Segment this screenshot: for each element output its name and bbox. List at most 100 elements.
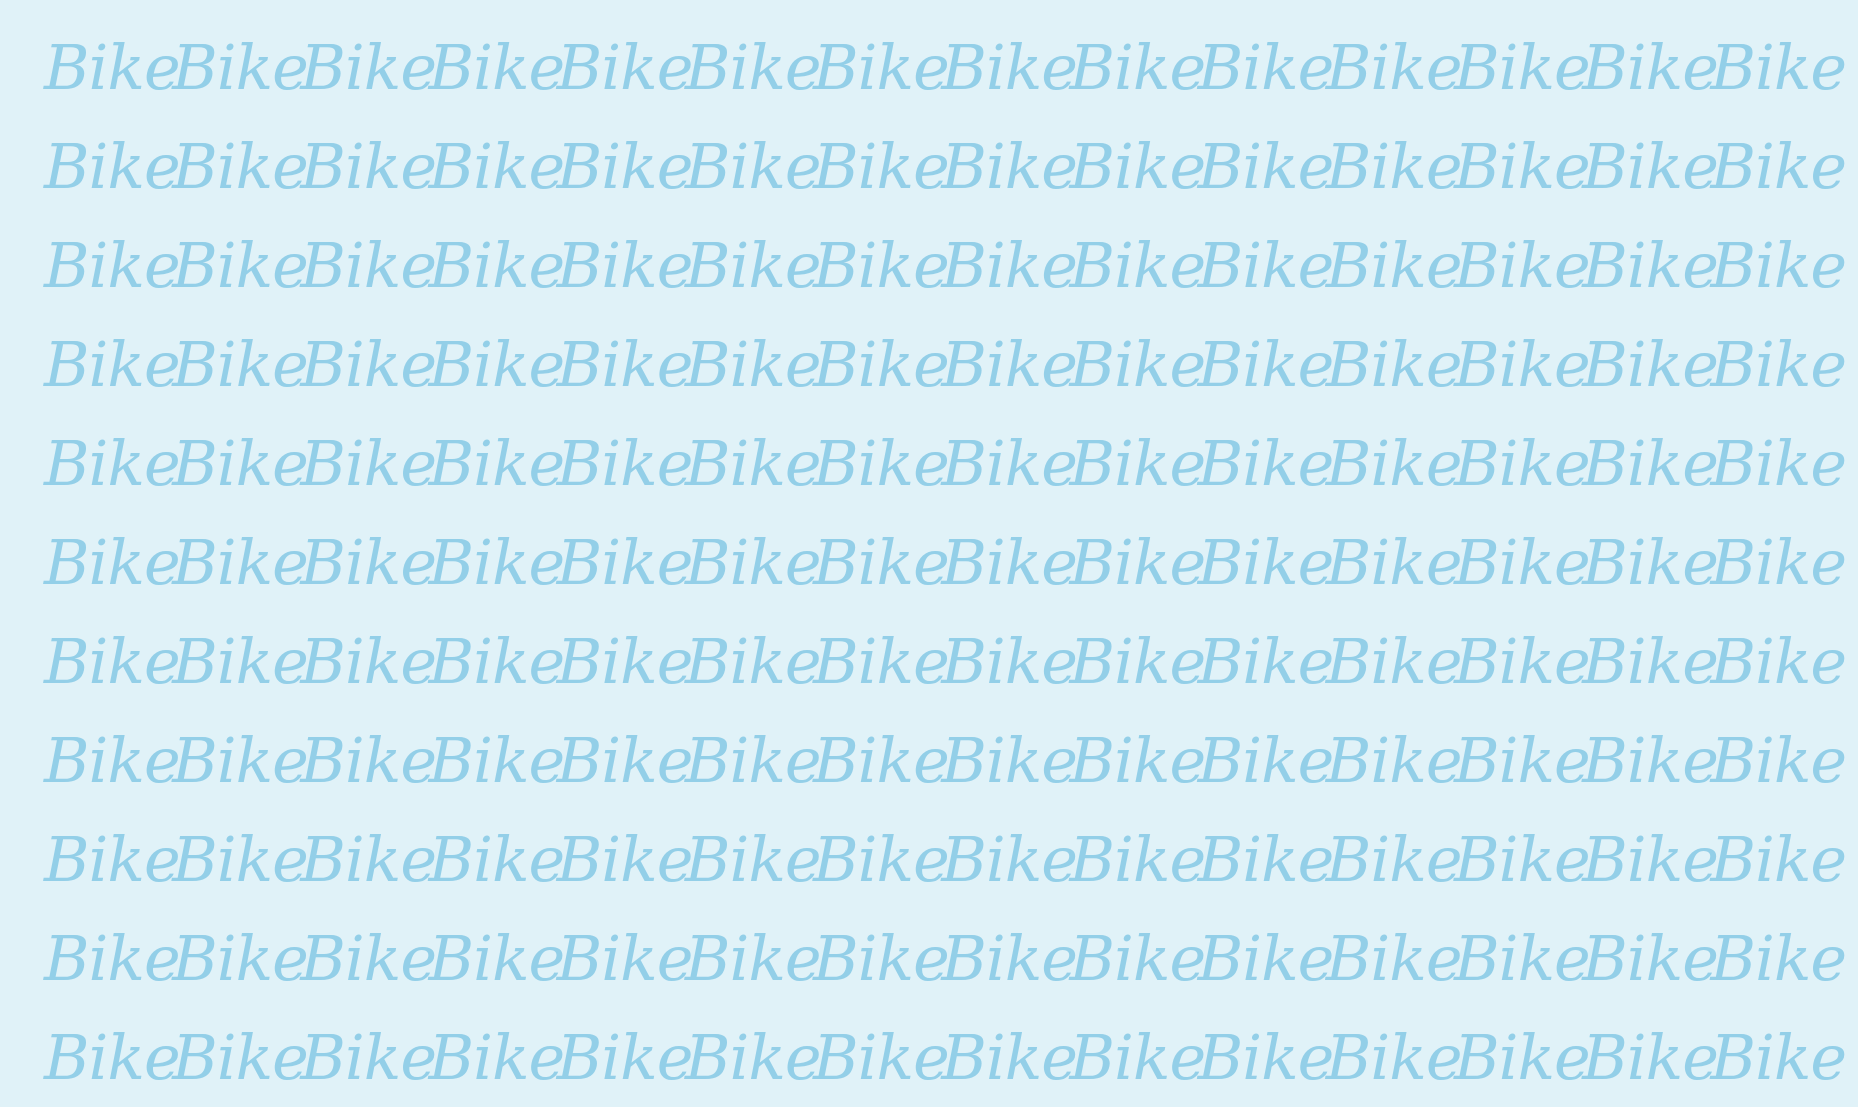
grid-word: Bike — [1325, 30, 1463, 104]
grid-word: Bike — [1582, 921, 1719, 995]
grid-word: Bike — [941, 525, 1078, 599]
grid-word: Bike — [1454, 1020, 1591, 1094]
grid-word: Bike — [1325, 624, 1463, 698]
grid-word: Bike — [1454, 228, 1591, 302]
grid-word: Bike — [44, 822, 181, 896]
grid-word: Bike — [684, 525, 822, 599]
grid-word: Bike — [1197, 129, 1335, 203]
grid-word: Bike — [1197, 525, 1335, 599]
grid-word: Bike — [1197, 228, 1335, 302]
grid-word: Bike — [428, 426, 566, 500]
grid-word: Bike — [428, 525, 566, 599]
grid-word: Bike — [1069, 624, 1207, 698]
grid-word: Bike — [1582, 327, 1719, 401]
grid-word: Bike — [300, 822, 437, 896]
grid-word: Bike — [684, 426, 822, 500]
grid-word: Bike — [556, 921, 694, 995]
grid-word: Bike — [813, 228, 950, 302]
grid-word: Bike — [1325, 327, 1463, 401]
grid-word: Bike — [556, 822, 694, 896]
grid-word: Bike — [172, 723, 309, 797]
grid-word: Bike — [813, 129, 950, 203]
grid-word: Bike — [1197, 1020, 1335, 1094]
grid-word: Bike — [1710, 30, 1847, 104]
grid-word: Bike — [1710, 921, 1847, 995]
grid-word: Bike — [1069, 129, 1207, 203]
grid-word: Bike — [428, 30, 566, 104]
grid-word: Bike — [813, 624, 950, 698]
grid-word: Bike — [941, 921, 1078, 995]
grid-word: Bike — [428, 921, 566, 995]
grid-word: Bike — [1197, 921, 1335, 995]
grid-word: Bike — [684, 1020, 822, 1094]
grid-word: Bike — [1454, 921, 1591, 995]
grid-word: Bike — [1582, 1020, 1719, 1094]
grid-word: Bike — [1582, 129, 1719, 203]
grid-word: Bike — [556, 228, 694, 302]
grid-word: Bike — [941, 624, 1078, 698]
grid-word: Bike — [172, 921, 309, 995]
word-grid: Bike Bike Bike Bike Bike Bike Bike Bike Bike Bike… — [44, 18, 1847, 1107]
grid-word: Bike — [300, 30, 437, 104]
grid-word: Bike — [428, 723, 566, 797]
grid-word: Bike — [1710, 1020, 1847, 1094]
grid-word: Bike — [172, 624, 309, 698]
grid-word: Bike — [1710, 624, 1847, 698]
grid-word: Bike — [428, 228, 566, 302]
grid-word: Bike — [813, 723, 950, 797]
grid-word: Bike — [44, 228, 181, 302]
grid-word: Bike — [684, 228, 822, 302]
grid-word: Bike — [300, 1020, 437, 1094]
grid-word: Bike — [44, 327, 181, 401]
grid-word: Bike — [1069, 228, 1207, 302]
grid-word: Bike — [44, 129, 181, 203]
grid-word: Bike — [44, 1020, 181, 1094]
grid-word: Bike — [1325, 921, 1463, 995]
grid-word: Bike — [684, 723, 822, 797]
grid-word: Bike — [813, 525, 950, 599]
grid-word: Bike — [44, 426, 181, 500]
grid-word: Bike — [1069, 1020, 1207, 1094]
grid-word: Bike — [1710, 228, 1847, 302]
grid-word: Bike — [1069, 426, 1207, 500]
grid-word: Bike — [941, 30, 1078, 104]
grid-word: Bike — [813, 921, 950, 995]
grid-word: Bike — [300, 327, 437, 401]
grid-word: Bike — [1710, 129, 1847, 203]
grid-word: Bike — [813, 327, 950, 401]
grid-word: Bike — [1197, 723, 1335, 797]
grid-word: Bike — [44, 723, 181, 797]
grid-word: Bike — [813, 30, 950, 104]
grid-word: Bike — [1582, 822, 1719, 896]
grid-word: Bike — [428, 129, 566, 203]
grid-word: Bike — [1325, 525, 1463, 599]
grid-word: Bike — [300, 624, 437, 698]
grid-word: Bike — [44, 525, 181, 599]
grid-word: Bike — [1710, 723, 1847, 797]
grid-word: Bike — [1454, 525, 1591, 599]
grid-word: Bike — [1454, 129, 1591, 203]
grid-word: Bike — [300, 426, 437, 500]
grid-word: Bike — [941, 822, 1078, 896]
grid-word: Bike — [1325, 822, 1463, 896]
grid-word: Bike — [1582, 30, 1719, 104]
grid-word: Bike — [1582, 624, 1719, 698]
grid-word: Bike — [1582, 228, 1719, 302]
grid-word: Bike — [172, 822, 309, 896]
grid-word: Bike — [1069, 525, 1207, 599]
grid-word: Bike — [1582, 426, 1719, 500]
grid-word: Bike — [428, 624, 566, 698]
grid-word: Bike — [172, 525, 309, 599]
grid-word: Bike — [684, 921, 822, 995]
grid-word: Bike — [1069, 327, 1207, 401]
grid-word: Bike — [1325, 426, 1463, 500]
grid-word: Bike — [941, 1020, 1078, 1094]
grid-word: Bike — [172, 228, 309, 302]
grid-word: Bike — [684, 129, 822, 203]
grid-word: Bike — [813, 426, 950, 500]
grid-word: Bike — [428, 327, 566, 401]
grid-word: Bike — [1069, 921, 1207, 995]
grid-word: Bike — [1325, 228, 1463, 302]
grid-word: Bike — [172, 327, 309, 401]
grid-word: Bike — [941, 129, 1078, 203]
